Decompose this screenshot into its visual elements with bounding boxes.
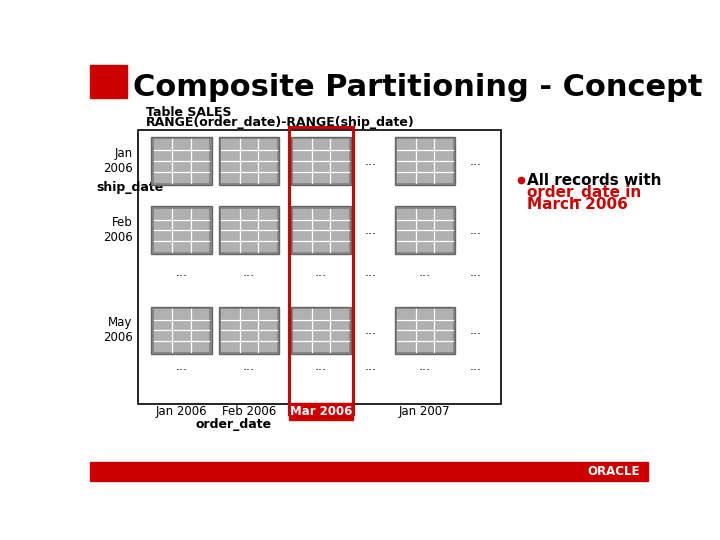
Text: ...: ... xyxy=(419,360,431,373)
Bar xyxy=(293,309,349,352)
Text: Jan 2006: Jan 2006 xyxy=(156,405,207,418)
Text: ...: ... xyxy=(469,224,481,237)
Text: ...: ... xyxy=(364,154,377,167)
Bar xyxy=(151,137,212,185)
Text: Jan
2006: Jan 2006 xyxy=(103,147,132,175)
Bar xyxy=(219,206,279,254)
Bar xyxy=(221,309,276,352)
Text: RANGE(order_date)-RANGE(ship_date): RANGE(order_date)-RANGE(ship_date) xyxy=(145,116,415,129)
Bar xyxy=(151,206,212,254)
Bar xyxy=(291,307,351,354)
Bar xyxy=(395,137,455,185)
Bar xyxy=(151,137,212,185)
Text: ...: ... xyxy=(243,360,255,373)
Bar xyxy=(397,309,453,352)
Bar xyxy=(151,206,212,254)
Bar xyxy=(90,65,127,98)
Text: ...: ... xyxy=(364,266,377,279)
Bar xyxy=(291,137,351,185)
Bar xyxy=(221,209,276,252)
Bar xyxy=(219,137,279,185)
Text: Mar 2006: Mar 2006 xyxy=(289,405,352,418)
Bar xyxy=(395,307,455,354)
Text: ...: ... xyxy=(176,360,187,373)
Bar xyxy=(151,307,212,354)
Text: ...: ... xyxy=(469,266,481,279)
Bar xyxy=(397,139,453,183)
Bar xyxy=(395,206,455,254)
Bar xyxy=(219,137,279,185)
Text: ...: ... xyxy=(364,224,377,237)
Bar xyxy=(221,139,276,183)
Bar xyxy=(395,206,455,254)
Text: ...: ... xyxy=(176,266,187,279)
Bar xyxy=(151,307,212,354)
Bar xyxy=(397,209,453,252)
Text: May
2006: May 2006 xyxy=(103,316,132,345)
Text: Composite Partitioning - Concept: Composite Partitioning - Concept xyxy=(132,73,702,103)
Text: ...: ... xyxy=(469,324,481,337)
Text: ...: ... xyxy=(315,266,327,279)
Bar xyxy=(289,403,353,420)
Bar xyxy=(291,206,351,254)
Bar xyxy=(291,206,351,254)
Bar xyxy=(90,462,648,481)
Text: Jan 2007: Jan 2007 xyxy=(399,405,451,418)
Text: ORACLE: ORACLE xyxy=(588,465,640,478)
Text: Table SALES: Table SALES xyxy=(145,106,231,119)
Bar xyxy=(153,309,210,352)
Text: Feb
2006: Feb 2006 xyxy=(103,217,132,244)
Bar xyxy=(219,206,279,254)
Text: ...: ... xyxy=(243,266,255,279)
Bar xyxy=(291,137,351,185)
Text: ship_date: ship_date xyxy=(96,181,163,194)
Text: All records with: All records with xyxy=(527,173,662,188)
Bar xyxy=(289,127,353,414)
Bar xyxy=(395,307,455,354)
Text: ...: ... xyxy=(419,266,431,279)
Bar xyxy=(153,209,210,252)
Text: ...: ... xyxy=(469,360,481,373)
Text: ...: ... xyxy=(364,360,377,373)
Text: ...: ... xyxy=(469,154,481,167)
Text: ...: ... xyxy=(315,360,327,373)
Bar xyxy=(293,209,349,252)
Bar xyxy=(153,139,210,183)
Text: order_date: order_date xyxy=(195,418,271,431)
Bar xyxy=(291,307,351,354)
Bar xyxy=(219,307,279,354)
Text: ...: ... xyxy=(364,324,377,337)
Bar xyxy=(219,307,279,354)
Bar xyxy=(395,137,455,185)
Bar xyxy=(293,139,349,183)
Bar xyxy=(138,130,500,403)
Text: order_date in: order_date in xyxy=(527,185,642,201)
Text: March 2006: March 2006 xyxy=(527,198,628,212)
Text: Feb 2006: Feb 2006 xyxy=(222,405,276,418)
